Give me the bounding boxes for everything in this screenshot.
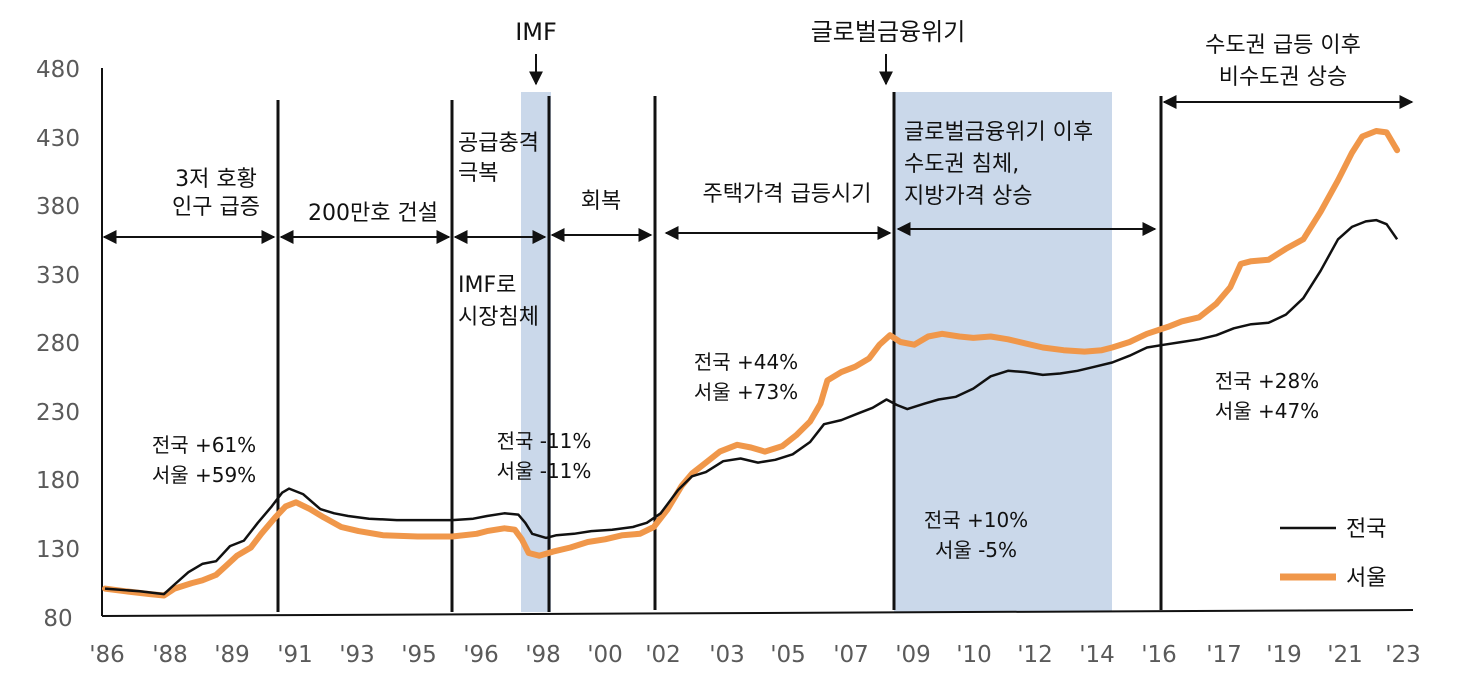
series-lines [102,128,1401,599]
y-tick-label: 430 [36,126,80,152]
shaded-periods [521,92,1112,612]
x-tick-label: '09 [895,642,931,668]
x-tick-label: '16 [1141,642,1177,668]
x-tick-label: '93 [339,642,375,668]
x-tick-label: '03 [709,642,745,668]
y-tick-label: 330 [36,263,80,289]
period-label: 시장침체 [458,305,539,330]
x-tick-labels: '86 '88 '89 '91 '93 '95 '96 '98 '00 '02 … [89,642,1421,668]
period-labels: 3저 호황 인구 급증 200만호 건설 공급충격 극복 회복 주택가격 급등시… [172,33,1361,330]
stat-nationwide: 전국 +61% [152,433,256,457]
x-tick-label: '02 [645,642,681,668]
x-tick-label: '00 [587,642,623,668]
y-tick-label: 80 [43,606,72,632]
period-label: 수도권 침체, [904,152,1019,177]
period-label: 200만호 건설 [308,201,438,226]
y-tick-label: 230 [36,400,80,426]
y-tick-label: 380 [36,194,80,220]
x-tick-label: '21 [1327,642,1363,668]
seoul-series-line [102,128,1401,599]
stat-nationwide: 전국 +44% [694,350,798,374]
period-label: IMF로 [458,273,516,298]
x-tick-label: '10 [956,642,992,668]
period-label: 비수도권 상승 [1219,65,1347,90]
legend-nationwide-label: 전국 [1346,517,1386,542]
stat-seoul: 서울 +59% [152,463,256,487]
event-label-imf: IMF [515,18,557,46]
legend-seoul-label: 서울 [1346,566,1386,591]
period-label: 회복 [581,189,621,214]
period-label: 공급충격 [458,131,539,156]
legend: 전국 서울 [1280,517,1386,591]
event-markers: IMF 글로벌금융위기 [515,18,966,86]
x-tick-label: '98 [525,642,561,668]
period-dividers [276,92,1163,612]
stat-seoul: 서울 -5% [935,538,1017,562]
y-tick-label: 480 [36,57,80,83]
x-tick-label: '89 [214,642,250,668]
y-tick-label: 280 [36,331,80,357]
x-tick-label: '96 [463,642,499,668]
x-tick-label: '14 [1079,642,1115,668]
stat-seoul: 서울 +73% [694,380,798,404]
stat-seoul: 서울 -11% [497,459,592,483]
period-change-stats: 전국 +61% 서울 +59% 전국 -11% 서울 -11% 전국 +44% … [152,350,1319,562]
period-label: 인구 급증 [172,195,260,220]
x-tick-label: '95 [401,642,437,668]
period-label: 주택가격 급등시기 [703,182,872,207]
x-tick-label: '91 [277,642,313,668]
event-label-gfc: 글로벌금융위기 [811,18,966,46]
period-label: 글로벌금융위기 이후 [904,120,1093,145]
x-tick-label: '05 [770,642,806,668]
x-tick-label: '17 [1206,642,1242,668]
stat-seoul: 서울 +47% [1215,399,1319,423]
x-tick-label: '12 [1017,642,1053,668]
y-tick-label: 130 [36,537,80,563]
nationwide-series-line [104,218,1399,596]
period-arrows [102,95,1414,244]
x-tick-label: '23 [1385,642,1421,668]
period-label: 지방가격 상승 [904,184,1032,209]
stat-nationwide: 전국 -11% [497,429,592,453]
x-tick-label: '07 [833,642,869,668]
stat-nationwide: 전국 +10% [924,508,1028,532]
y-tick-labels: 80 130 180 230 280 330 380 430 480 [36,57,80,632]
y-tick-label: 180 [36,468,80,494]
x-tick-label: '86 [89,642,125,668]
period-label: 극복 [458,161,498,186]
x-tick-label: '88 [152,642,188,668]
axes [101,68,1414,617]
period-label: 3저 호황 [175,167,257,192]
x-axis [101,609,1414,617]
period-label: 수도권 급등 이후 [1205,33,1361,58]
x-tick-label: '19 [1266,642,1302,668]
stat-nationwide: 전국 +28% [1215,369,1319,393]
